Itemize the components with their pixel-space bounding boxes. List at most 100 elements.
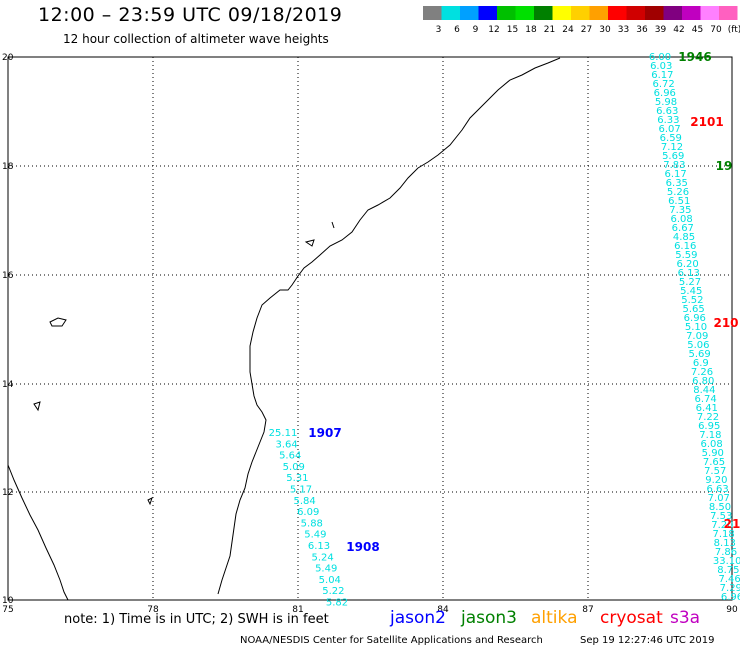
swh-value: 6.96 [721, 592, 740, 603]
swh-value: 7.07 [708, 493, 730, 504]
swh-value: 6.9 [693, 358, 709, 369]
coastline [7, 464, 69, 601]
swh-value: 6.51 [668, 196, 690, 207]
swh-value: 6.20 [676, 259, 698, 270]
swh-value: 5.06 [687, 340, 709, 351]
scale-swatch [478, 6, 497, 20]
y-tick-label: 14 [2, 380, 14, 390]
scale-label: 12 [488, 25, 499, 35]
swh-value: 5.27 [679, 277, 701, 288]
swh-value: 4.85 [673, 232, 695, 243]
swh-value: 6.08 [700, 439, 722, 450]
scale-swatch [719, 6, 738, 20]
swh-value: 5.26 [667, 187, 689, 198]
swh-value: 7.83 [663, 160, 685, 171]
swh-value: 6.59 [660, 133, 682, 144]
island [33, 401, 41, 412]
swh-value: 7.35 [669, 205, 691, 216]
swh-value: 7.86 [715, 547, 737, 558]
swh-value: 5.09 [283, 462, 305, 473]
footer-note: note: 1) Time is in UTC; 2) SWH is in fe… [64, 612, 329, 627]
swh-value: 5.45 [680, 286, 702, 297]
time-label: 1946 [678, 50, 711, 64]
legend-cryosat: cryosat [600, 608, 663, 628]
swh-value: 8.50 [709, 502, 731, 513]
scale-label: 27 [581, 25, 592, 35]
page-title: 12:00 – 23:59 UTC 09/18/2019 [38, 4, 343, 26]
swh-value: 6.17 [664, 169, 686, 180]
swh-value: 6.03 [650, 61, 672, 72]
swh-value: 25.11 [269, 428, 298, 439]
scale-swatch [663, 6, 682, 20]
swh-value: 5.88 [301, 518, 323, 529]
swh-value: 5.49 [315, 564, 337, 575]
swh-value: 6.08 [670, 214, 692, 225]
scale-swatch [589, 6, 608, 20]
swh-value: 33.10 [713, 556, 740, 567]
scale-label: 42 [673, 25, 684, 35]
swh-value: 5.69 [662, 151, 684, 162]
swh-value: 5.98 [655, 97, 677, 108]
swh-value: 5.59 [675, 250, 697, 261]
swh-value: 8.44 [693, 385, 715, 396]
legend-jason3: jason3 [461, 608, 517, 628]
scale-label: 6 [454, 25, 460, 35]
page-subtitle: 12 hour collection of altimeter wave hei… [63, 32, 329, 46]
scale-label: 33 [618, 25, 629, 35]
swh-value: 6.95 [698, 421, 720, 432]
swh-value: 7.29 [720, 583, 740, 594]
y-tick-label: 20 [2, 53, 14, 63]
scale-swatch [441, 6, 460, 20]
swh-value: 7.46 [718, 574, 740, 585]
island [331, 221, 335, 229]
legend-s3a: s3a [670, 608, 701, 628]
swh-value: 5.84 [293, 496, 315, 507]
scale-swatch [700, 6, 719, 20]
scale-label: 18 [525, 25, 537, 35]
scale-swatch [423, 6, 442, 20]
scale-label: 70 [710, 25, 722, 35]
y-tick-label: 16 [2, 271, 14, 281]
swh-value: 5.04 [319, 575, 341, 586]
swh-value: 7.20 [711, 520, 733, 531]
swh-value: 6.63 [706, 484, 728, 495]
scale-label: 24 [562, 25, 574, 35]
scale-swatch [645, 6, 664, 20]
scale-swatch [497, 6, 516, 20]
swh-value: 6.00 [649, 52, 671, 63]
scale-label: 45 [692, 25, 703, 35]
swh-value: 7.12 [661, 142, 683, 153]
swh-value: 5.90 [702, 448, 724, 459]
swh-value: 7.18 [712, 529, 734, 540]
scale-label: (ft) [728, 25, 740, 35]
scale-swatch [515, 6, 534, 20]
swh-value: 9.20 [705, 475, 727, 486]
swh-value: 6.16 [674, 241, 696, 252]
time-label: 1908 [346, 540, 379, 554]
scale-label: 3 [436, 25, 442, 35]
swh-value: 6.35 [666, 178, 688, 189]
legend-jason2: jason2 [390, 608, 446, 628]
x-tick-label: 75 [2, 605, 13, 615]
swh-value: 7.22 [697, 412, 719, 423]
island [147, 497, 153, 506]
swh-value: 8.75 [717, 565, 739, 576]
time-label: 1907 [308, 426, 341, 440]
time-label: 2101 [690, 115, 723, 129]
swh-value: 5.49 [304, 530, 326, 541]
legend-altika: altika [531, 608, 578, 628]
time-label: 19 [716, 159, 733, 173]
swh-value: 5.31 [286, 473, 308, 484]
color-scale: 3 6 9 12 15 18 21 24 27 30 33 36 39 42 45 70 (ft) [423, 6, 740, 35]
scale-swatch [571, 6, 590, 20]
swh-value: 6.63 [656, 106, 678, 117]
swh-value: 3.64 [275, 439, 297, 450]
swh-value: 6.13 [678, 268, 700, 279]
swh-value: 5.52 [681, 295, 703, 306]
x-tick-label: 78 [147, 605, 159, 615]
scale-label: 39 [655, 25, 667, 35]
swh-value: 7.65 [703, 457, 725, 468]
swh-value: 8.13 [714, 538, 736, 549]
x-tick-label: 81 [292, 605, 303, 615]
swh-value: 7.18 [699, 430, 721, 441]
